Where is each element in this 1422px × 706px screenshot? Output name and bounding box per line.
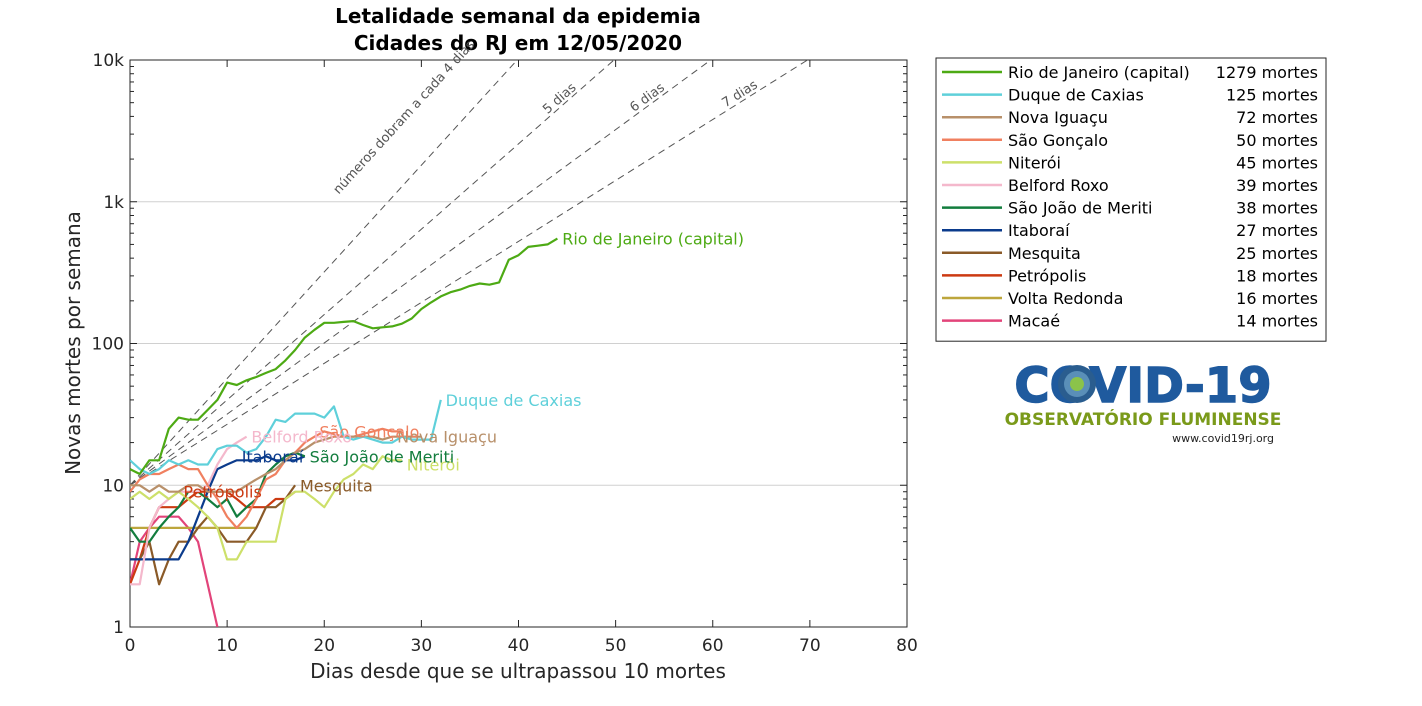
doubling-line-7 bbox=[130, 60, 809, 486]
legend-total: 72 mortes bbox=[1236, 108, 1318, 127]
legend-label: São João de Meriti bbox=[1008, 199, 1153, 218]
legend-label: Mesquita bbox=[1008, 244, 1081, 263]
y-tick-label: 1k bbox=[103, 193, 124, 213]
legend-total: 50 mortes bbox=[1236, 131, 1318, 150]
legend-box bbox=[935, 57, 1327, 342]
series-line bbox=[130, 515, 219, 627]
series-line bbox=[130, 490, 296, 585]
x-tick-label: 50 bbox=[605, 636, 627, 656]
series-line bbox=[130, 435, 422, 493]
legend-label: Rio de Janeiro (capital) bbox=[1008, 63, 1190, 82]
legend-total: 39 mortes bbox=[1236, 176, 1318, 195]
series-line bbox=[130, 435, 248, 586]
legend-label: Duque de Caxias bbox=[1008, 86, 1144, 105]
logo-word: COVID-19 bbox=[1014, 358, 1271, 414]
y-tick-label: 10 bbox=[102, 476, 124, 496]
legend-total: 16 mortes bbox=[1236, 289, 1318, 308]
covid19-logo: COVID-19 OBSERVATÓRIO FLUMINENSE www.cov… bbox=[1005, 357, 1282, 445]
series-end-label: Nova Iguaçu bbox=[397, 428, 497, 447]
doubling-label-5: 5 dias bbox=[540, 80, 579, 117]
x-axis-label: Dias desde que se ultrapassou 10 mortes bbox=[310, 659, 726, 683]
legend-total: 125 mortes bbox=[1226, 86, 1318, 105]
series-line bbox=[130, 455, 402, 561]
x-tick-label: 60 bbox=[702, 636, 724, 656]
legend-total: 38 mortes bbox=[1236, 199, 1318, 218]
y-tick-label: 1 bbox=[113, 618, 124, 638]
legend-label: São Gonçalo bbox=[1008, 131, 1108, 150]
virus-icon bbox=[1058, 365, 1096, 403]
legend-total: 27 mortes bbox=[1236, 221, 1318, 240]
x-tick-label: 0 bbox=[125, 636, 136, 656]
doubling-line-5 bbox=[130, 60, 615, 486]
legend: Rio de Janeiro (capital) 1279 mortes Duque… bbox=[935, 57, 1327, 342]
y-axis-label: Novas mortes por semana bbox=[61, 211, 85, 475]
series-end-label: Niterói bbox=[407, 456, 460, 475]
y-tick-label: 100 bbox=[92, 335, 124, 355]
x-tick-label: 20 bbox=[313, 636, 335, 656]
doubling-label-7: 7 dias bbox=[720, 77, 761, 111]
legend-total: 25 mortes bbox=[1236, 244, 1318, 263]
series-end-label: Itaboraí bbox=[242, 447, 304, 466]
legend-label: Petrópolis bbox=[1008, 266, 1086, 285]
legend-label: Itaboraí bbox=[1008, 221, 1070, 240]
series-line bbox=[130, 451, 306, 543]
series-end-label: Rio de Janeiro (capital) bbox=[562, 230, 744, 249]
legend-label: Belford Roxo bbox=[1008, 176, 1109, 195]
legend-label: Niterói bbox=[1008, 153, 1061, 172]
legend-label: Macaé bbox=[1008, 312, 1060, 331]
chart-title: Letalidade semanal da epidemia bbox=[335, 4, 701, 28]
doubling-label-6: 6 dias bbox=[627, 80, 668, 115]
legend-total: 1279 mortes bbox=[1216, 63, 1318, 82]
series-end-label: Petrópolis bbox=[183, 483, 261, 502]
chart-subtitle: Cidades do RJ em 12/05/2020 bbox=[354, 31, 682, 55]
x-tick-label: 40 bbox=[508, 636, 530, 656]
doubling-line-4 bbox=[130, 60, 518, 486]
y-tick-label: 10k bbox=[93, 51, 125, 71]
series-line bbox=[130, 455, 306, 561]
x-tick-label: 10 bbox=[216, 636, 238, 656]
doubling-label-4: números dobram a cada 4 dias bbox=[331, 38, 478, 198]
x-tick-label: 80 bbox=[896, 636, 918, 656]
series-end-label: São Gonçalo bbox=[319, 422, 419, 441]
logo-url: www.covid19rj.org bbox=[1172, 432, 1274, 445]
legend-total: 18 mortes bbox=[1236, 266, 1318, 285]
series-end-label: Duque de Caxias bbox=[446, 391, 582, 410]
x-tick-label: 70 bbox=[799, 636, 821, 656]
doubling-line-6 bbox=[130, 60, 712, 486]
series-end-label: São João de Meriti bbox=[310, 447, 455, 466]
legend-label: Volta Redonda bbox=[1008, 289, 1123, 308]
series-line bbox=[130, 237, 558, 476]
series-end-label: Belford Roxo bbox=[251, 428, 352, 447]
x-tick-label: 30 bbox=[411, 636, 433, 656]
legend-total: 45 mortes bbox=[1236, 153, 1318, 172]
series-line bbox=[130, 399, 442, 476]
logo-subtitle: OBSERVATÓRIO FLUMINENSE bbox=[1005, 408, 1282, 430]
legend-label: Nova Iguaçu bbox=[1008, 108, 1108, 127]
legend-total: 14 mortes bbox=[1236, 312, 1318, 331]
series-end-label: Mesquita bbox=[300, 476, 373, 495]
